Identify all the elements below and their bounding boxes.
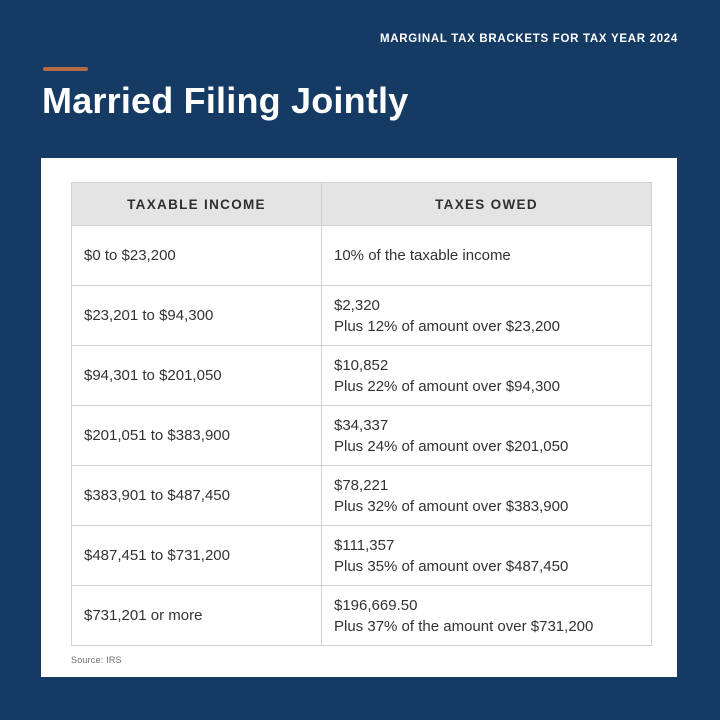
income-range-cell: $94,301 to $201,050 — [71, 345, 322, 406]
income-range-cell: $23,201 to $94,300 — [71, 285, 322, 346]
table-row: $23,201 to $94,300 $2,320 Plus 12% of am… — [71, 285, 652, 346]
table-row: $94,301 to $201,050 $10,852 Plus 22% of … — [71, 345, 652, 406]
owed-line: Plus 12% of amount over $23,200 — [334, 317, 560, 335]
owed-line: Plus 22% of amount over $94,300 — [334, 377, 560, 395]
taxes-owed-cell: $34,337 Plus 24% of amount over $201,050 — [321, 405, 652, 466]
owed-line: $2,320 — [334, 296, 380, 314]
table-header-row: TAXABLE INCOME TAXES OWED — [71, 182, 652, 226]
tax-brackets-table: TAXABLE INCOME TAXES OWED $0 to $23,200 … — [71, 182, 652, 646]
eyebrow-label: MARGINAL TAX BRACKETS FOR TAX YEAR 2024 — [379, 33, 678, 45]
table-row: $731,201 or more $196,669.50 Plus 37% of… — [71, 585, 652, 646]
owed-line: Plus 37% of the amount over $731,200 — [334, 617, 594, 635]
income-range-cell: $383,901 to $487,450 — [71, 465, 322, 526]
column-header-taxable-income: TAXABLE INCOME — [71, 182, 322, 226]
owed-line: $10,852 — [334, 356, 389, 374]
taxes-owed-cell: $78,221 Plus 32% of amount over $383,900 — [321, 465, 652, 526]
column-header-taxes-owed: TAXES OWED — [321, 182, 652, 226]
owed-line: Plus 32% of amount over $383,900 — [334, 497, 569, 515]
source-note: Source: IRS — [71, 655, 122, 665]
owed-line: Plus 35% of amount over $487,450 — [334, 557, 569, 575]
taxes-owed-cell: 10% of the taxable income — [321, 225, 652, 286]
taxes-owed-cell: $111,357 Plus 35% of amount over $487,45… — [321, 525, 652, 586]
owed-line: $111,357 — [334, 536, 395, 554]
income-range-cell: $0 to $23,200 — [71, 225, 322, 286]
accent-bar — [43, 67, 88, 71]
income-range-cell: $201,051 to $383,900 — [71, 405, 322, 466]
page-title: Married Filing Jointly — [42, 80, 409, 121]
owed-line: Plus 24% of amount over $201,050 — [334, 437, 569, 455]
table-row: $201,051 to $383,900 $34,337 Plus 24% of… — [71, 405, 652, 466]
table-row: $487,451 to $731,200 $111,357 Plus 35% o… — [71, 525, 652, 586]
owed-line: 10% of the taxable income — [334, 247, 511, 264]
owed-line: $196,669.50 — [334, 596, 418, 614]
income-range-cell: $731,201 or more — [71, 585, 322, 646]
table-card: TAXABLE INCOME TAXES OWED $0 to $23,200 … — [41, 158, 677, 677]
table-row: $383,901 to $487,450 $78,221 Plus 32% of… — [71, 465, 652, 526]
taxes-owed-cell: $10,852 Plus 22% of amount over $94,300 — [321, 345, 652, 406]
taxes-owed-cell: $2,320 Plus 12% of amount over $23,200 — [321, 285, 652, 346]
table-row: $0 to $23,200 10% of the taxable income — [71, 225, 652, 286]
owed-line: $78,221 — [334, 476, 389, 494]
taxes-owed-cell: $196,669.50 Plus 37% of the amount over … — [321, 585, 652, 646]
income-range-cell: $487,451 to $731,200 — [71, 525, 322, 586]
owed-line: $34,337 — [334, 416, 389, 434]
